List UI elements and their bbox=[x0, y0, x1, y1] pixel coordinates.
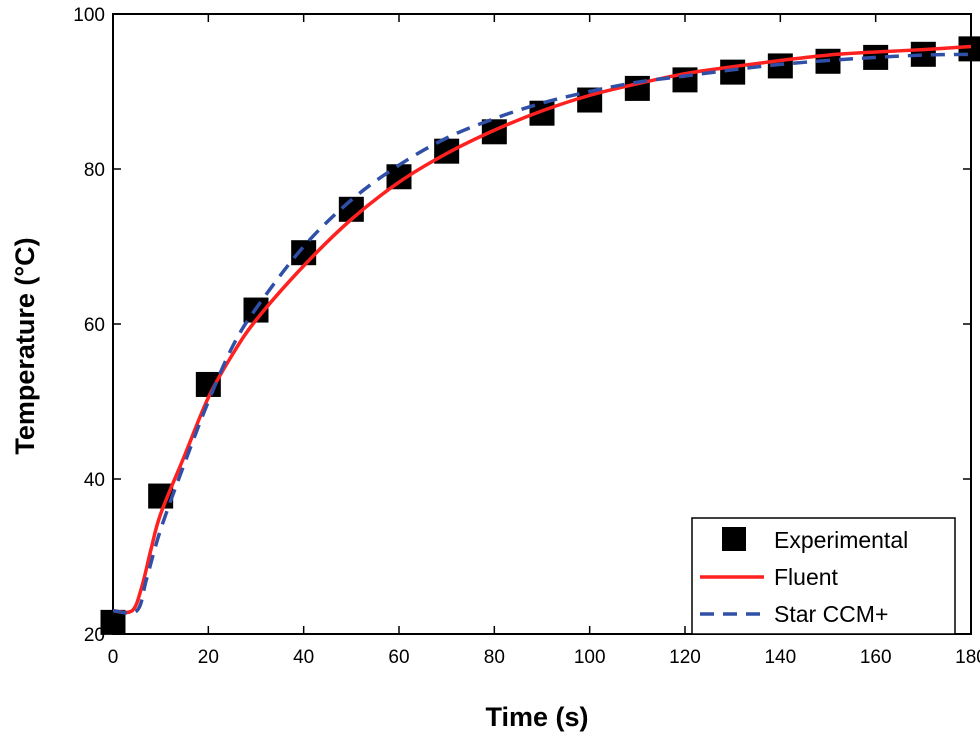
series-layer bbox=[100, 36, 980, 635]
legend-label-fluent: Fluent bbox=[774, 564, 839, 590]
y-tick-label-20: 20 bbox=[84, 625, 105, 646]
x-tick-label-0: 0 bbox=[108, 647, 119, 668]
x-tick-label-20: 20 bbox=[198, 647, 219, 668]
legend-label-experimental: Experimental bbox=[774, 527, 908, 553]
experimental-point-130 bbox=[720, 59, 746, 85]
y-tick-label-100: 100 bbox=[73, 5, 105, 26]
y-tick-label-80: 80 bbox=[84, 160, 105, 181]
star-ccm-line bbox=[112, 52, 972, 615]
fluent-line bbox=[112, 44, 972, 615]
x-tick-label-120: 120 bbox=[669, 647, 701, 668]
experimental-point-40 bbox=[291, 240, 317, 266]
experimental-point-0 bbox=[100, 609, 126, 635]
legend: Experimental Fluent Star CCM+ bbox=[691, 517, 956, 635]
x-axis-ticks: 0 20 40 60 80 100 120 140 160 180 bbox=[108, 14, 980, 668]
legend-label-star-ccm: Star CCM+ bbox=[774, 601, 888, 627]
x-tick-label-40: 40 bbox=[293, 647, 314, 668]
x-tick-label-60: 60 bbox=[388, 647, 409, 668]
x-tick-label-80: 80 bbox=[484, 647, 505, 668]
x-tick-label-180: 180 bbox=[955, 647, 980, 668]
x-tick-label-100: 100 bbox=[574, 647, 606, 668]
x-axis-title: Time (s) bbox=[485, 702, 588, 732]
y-axis-ticks: 20 40 60 80 100 bbox=[73, 5, 971, 646]
y-tick-label-60: 60 bbox=[84, 315, 105, 336]
x-tick-label-140: 140 bbox=[764, 647, 796, 668]
x-tick-label-160: 160 bbox=[860, 647, 892, 668]
y-axis-title: Temperature (°C) bbox=[10, 237, 40, 454]
y-tick-label-40: 40 bbox=[84, 470, 105, 491]
legend-marker-experimental bbox=[722, 527, 746, 551]
